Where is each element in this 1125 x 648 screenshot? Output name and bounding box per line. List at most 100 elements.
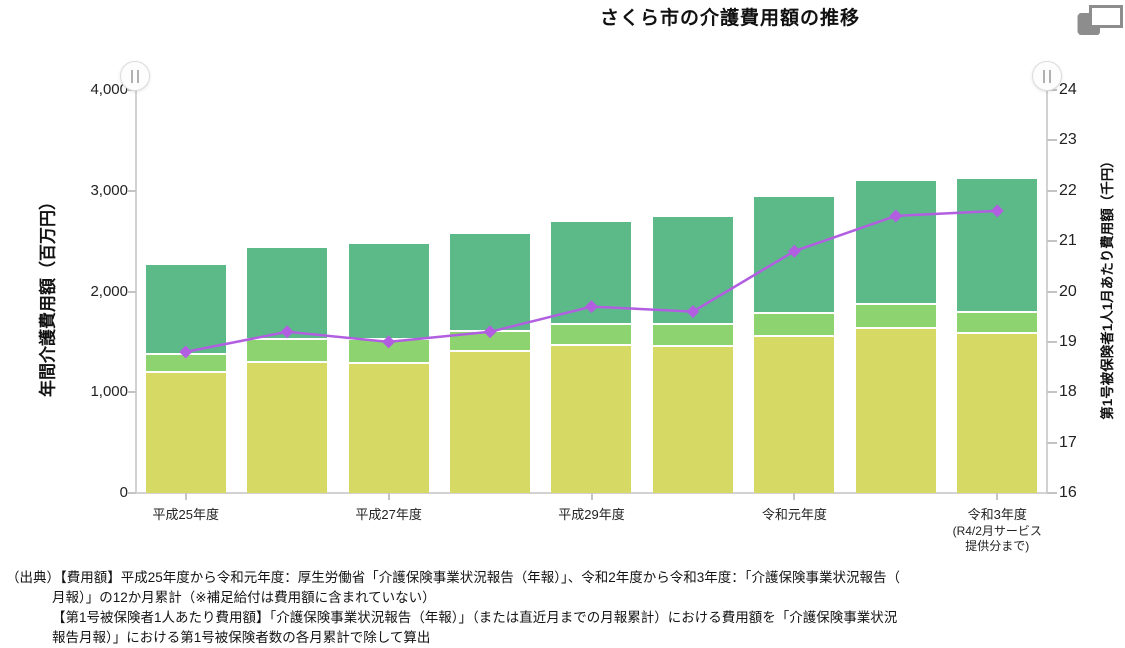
- stacked-bar: [957, 90, 1038, 493]
- y-axis-right-tick: [1047, 290, 1057, 293]
- y-axis-right-tick: [1047, 189, 1057, 192]
- presentation-screen-icon[interactable]: [1077, 5, 1123, 37]
- bar-segment-top-segment[interactable]: [551, 222, 632, 326]
- stacked-bar: [145, 90, 226, 493]
- y-axis-range-handle-left[interactable]: [120, 61, 150, 91]
- y-axis-right-tick-label: 21: [1059, 232, 1077, 250]
- plot-area: [135, 90, 1048, 493]
- grip-icon: [1043, 69, 1045, 83]
- source-note-line: （出典）【費用額】平成25年度から令和元年度：厚生労働省「介護保険事業状況報告（…: [6, 570, 901, 585]
- stacked-bar: [450, 90, 531, 493]
- stacked-bar: [551, 90, 632, 493]
- bar-segment-bottom-segment[interactable]: [652, 346, 733, 493]
- bar-segment-bottom-segment[interactable]: [247, 363, 328, 493]
- bar-band: [135, 90, 236, 493]
- x-axis-label: 令和3年度 (R4/2月サービス 提供分まで): [912, 504, 1082, 554]
- y-axis-right-tick-label: 23: [1059, 131, 1077, 149]
- y-axis-right-tick: [1047, 240, 1057, 243]
- y-axis-left-tick-label: 4,000: [90, 81, 128, 98]
- bar-segment-middle-segment[interactable]: [754, 313, 835, 337]
- y-axis-right-tick-label: 24: [1059, 81, 1077, 98]
- y-axis-range-handle-right[interactable]: [1032, 61, 1062, 91]
- source-note-line: 月報）」の12か月累計（※補足給付は費用額に含まれていない）: [52, 590, 436, 605]
- bar-segment-top-segment[interactable]: [957, 178, 1038, 313]
- grip-icon: [1049, 69, 1051, 83]
- y-axis-left-tick: [127, 391, 136, 394]
- bar-band: [642, 90, 743, 493]
- bar-segment-middle-segment[interactable]: [855, 304, 936, 329]
- x-axis-label-text: 平成27年度: [355, 507, 422, 522]
- bar-segment-middle-segment[interactable]: [450, 332, 531, 352]
- bar-segment-middle-segment[interactable]: [957, 312, 1038, 334]
- x-axis-tick: [590, 493, 593, 500]
- bar-segment-top-segment[interactable]: [450, 234, 531, 333]
- y-axis-right-tick-label: 17: [1059, 433, 1077, 451]
- y-axis-right-tick: [1047, 492, 1057, 494]
- bar-segment-top-segment[interactable]: [754, 196, 835, 314]
- x-axis-tick: [387, 493, 390, 500]
- bar-segment-middle-segment[interactable]: [348, 340, 429, 365]
- bar-segment-top-segment[interactable]: [247, 248, 328, 341]
- bar-band: [439, 90, 540, 493]
- y-axis-right-tick: [1047, 441, 1057, 444]
- x-axis-label: 平成25年度: [101, 504, 271, 523]
- y-axis-left-tick-label: 3,000: [90, 181, 128, 199]
- bar-segment-middle-segment[interactable]: [145, 355, 226, 374]
- bar-band: [744, 90, 845, 493]
- y-axis-right-tick-label: 22: [1059, 181, 1077, 199]
- bar-segment-bottom-segment[interactable]: [855, 328, 936, 493]
- stacked-bar: [247, 90, 328, 493]
- x-axis-sublabel: (R4/2月サービス 提供分まで): [952, 524, 1042, 553]
- stacked-bar: [348, 90, 429, 493]
- y-axis-right-tick-label: 18: [1059, 383, 1077, 401]
- bar-segment-bottom-segment[interactable]: [957, 333, 1038, 493]
- y-axis-left-tick: [127, 290, 136, 293]
- bar-band: [947, 90, 1048, 493]
- x-axis-label-text: 令和元年度: [761, 507, 827, 522]
- y-axis-right-title: 第1号被保険者1人1月あたり費用額（千円）: [1100, 154, 1115, 420]
- bar-band: [541, 90, 642, 493]
- bar-segment-middle-segment[interactable]: [247, 340, 328, 364]
- bar-segment-bottom-segment[interactable]: [450, 351, 531, 493]
- x-axis-label-text: 平成29年度: [558, 507, 625, 522]
- x-axis-tick: [996, 493, 999, 500]
- y-axis-left-tick: [127, 189, 136, 192]
- stacked-bar: [754, 90, 835, 493]
- bar-segment-bottom-segment[interactable]: [145, 373, 226, 493]
- x-axis-label: 平成27年度: [304, 504, 474, 523]
- x-axis-label-text: 令和3年度: [967, 507, 1027, 522]
- bars-container: [135, 90, 1048, 493]
- bar-band: [236, 90, 337, 493]
- bar-segment-top-segment[interactable]: [855, 181, 936, 305]
- bar-segment-bottom-segment[interactable]: [348, 364, 429, 493]
- y-axis-right-tick: [1047, 391, 1057, 394]
- grip-icon: [131, 69, 133, 83]
- y-axis-left-tick-label: 0: [119, 484, 128, 501]
- stacked-bar: [652, 90, 733, 493]
- x-axis-label-text: 平成25年度: [152, 507, 219, 522]
- bar-segment-top-segment[interactable]: [652, 216, 733, 326]
- y-axis-left-tick: [127, 492, 136, 494]
- x-axis-tick: [793, 493, 796, 500]
- y-axis-left-tick-label: 1,000: [90, 383, 128, 401]
- y-axis-right-tick-label: 16: [1059, 484, 1077, 501]
- y-axis-right-tick-label: 19: [1059, 332, 1077, 350]
- bar-segment-bottom-segment[interactable]: [551, 345, 632, 493]
- screen-icon-front: [1089, 5, 1123, 28]
- bar-segment-middle-segment[interactable]: [551, 325, 632, 346]
- x-axis-tick: [184, 493, 187, 500]
- bar-band: [338, 90, 439, 493]
- y-axis-right-tick: [1047, 340, 1057, 343]
- chart-title: さくら市の介護費用額の推移: [599, 8, 860, 29]
- source-note: （出典）【費用額】平成25年度から令和元年度：厚生労働省「介護保険事業状況報告（…: [6, 568, 1121, 648]
- grip-icon: [137, 69, 139, 83]
- stacked-bar: [855, 90, 936, 493]
- bar-segment-middle-segment[interactable]: [652, 325, 733, 347]
- bar-band: [845, 90, 946, 493]
- bar-segment-top-segment[interactable]: [145, 265, 226, 356]
- bar-segment-bottom-segment[interactable]: [754, 336, 835, 493]
- source-note-line: 【第1号被保険者1人あたり費用額】「介護保険事業状況報告（年報）」（または直近月…: [52, 610, 898, 625]
- x-axis-label: 令和元年度: [709, 504, 879, 523]
- bar-segment-top-segment[interactable]: [348, 243, 429, 341]
